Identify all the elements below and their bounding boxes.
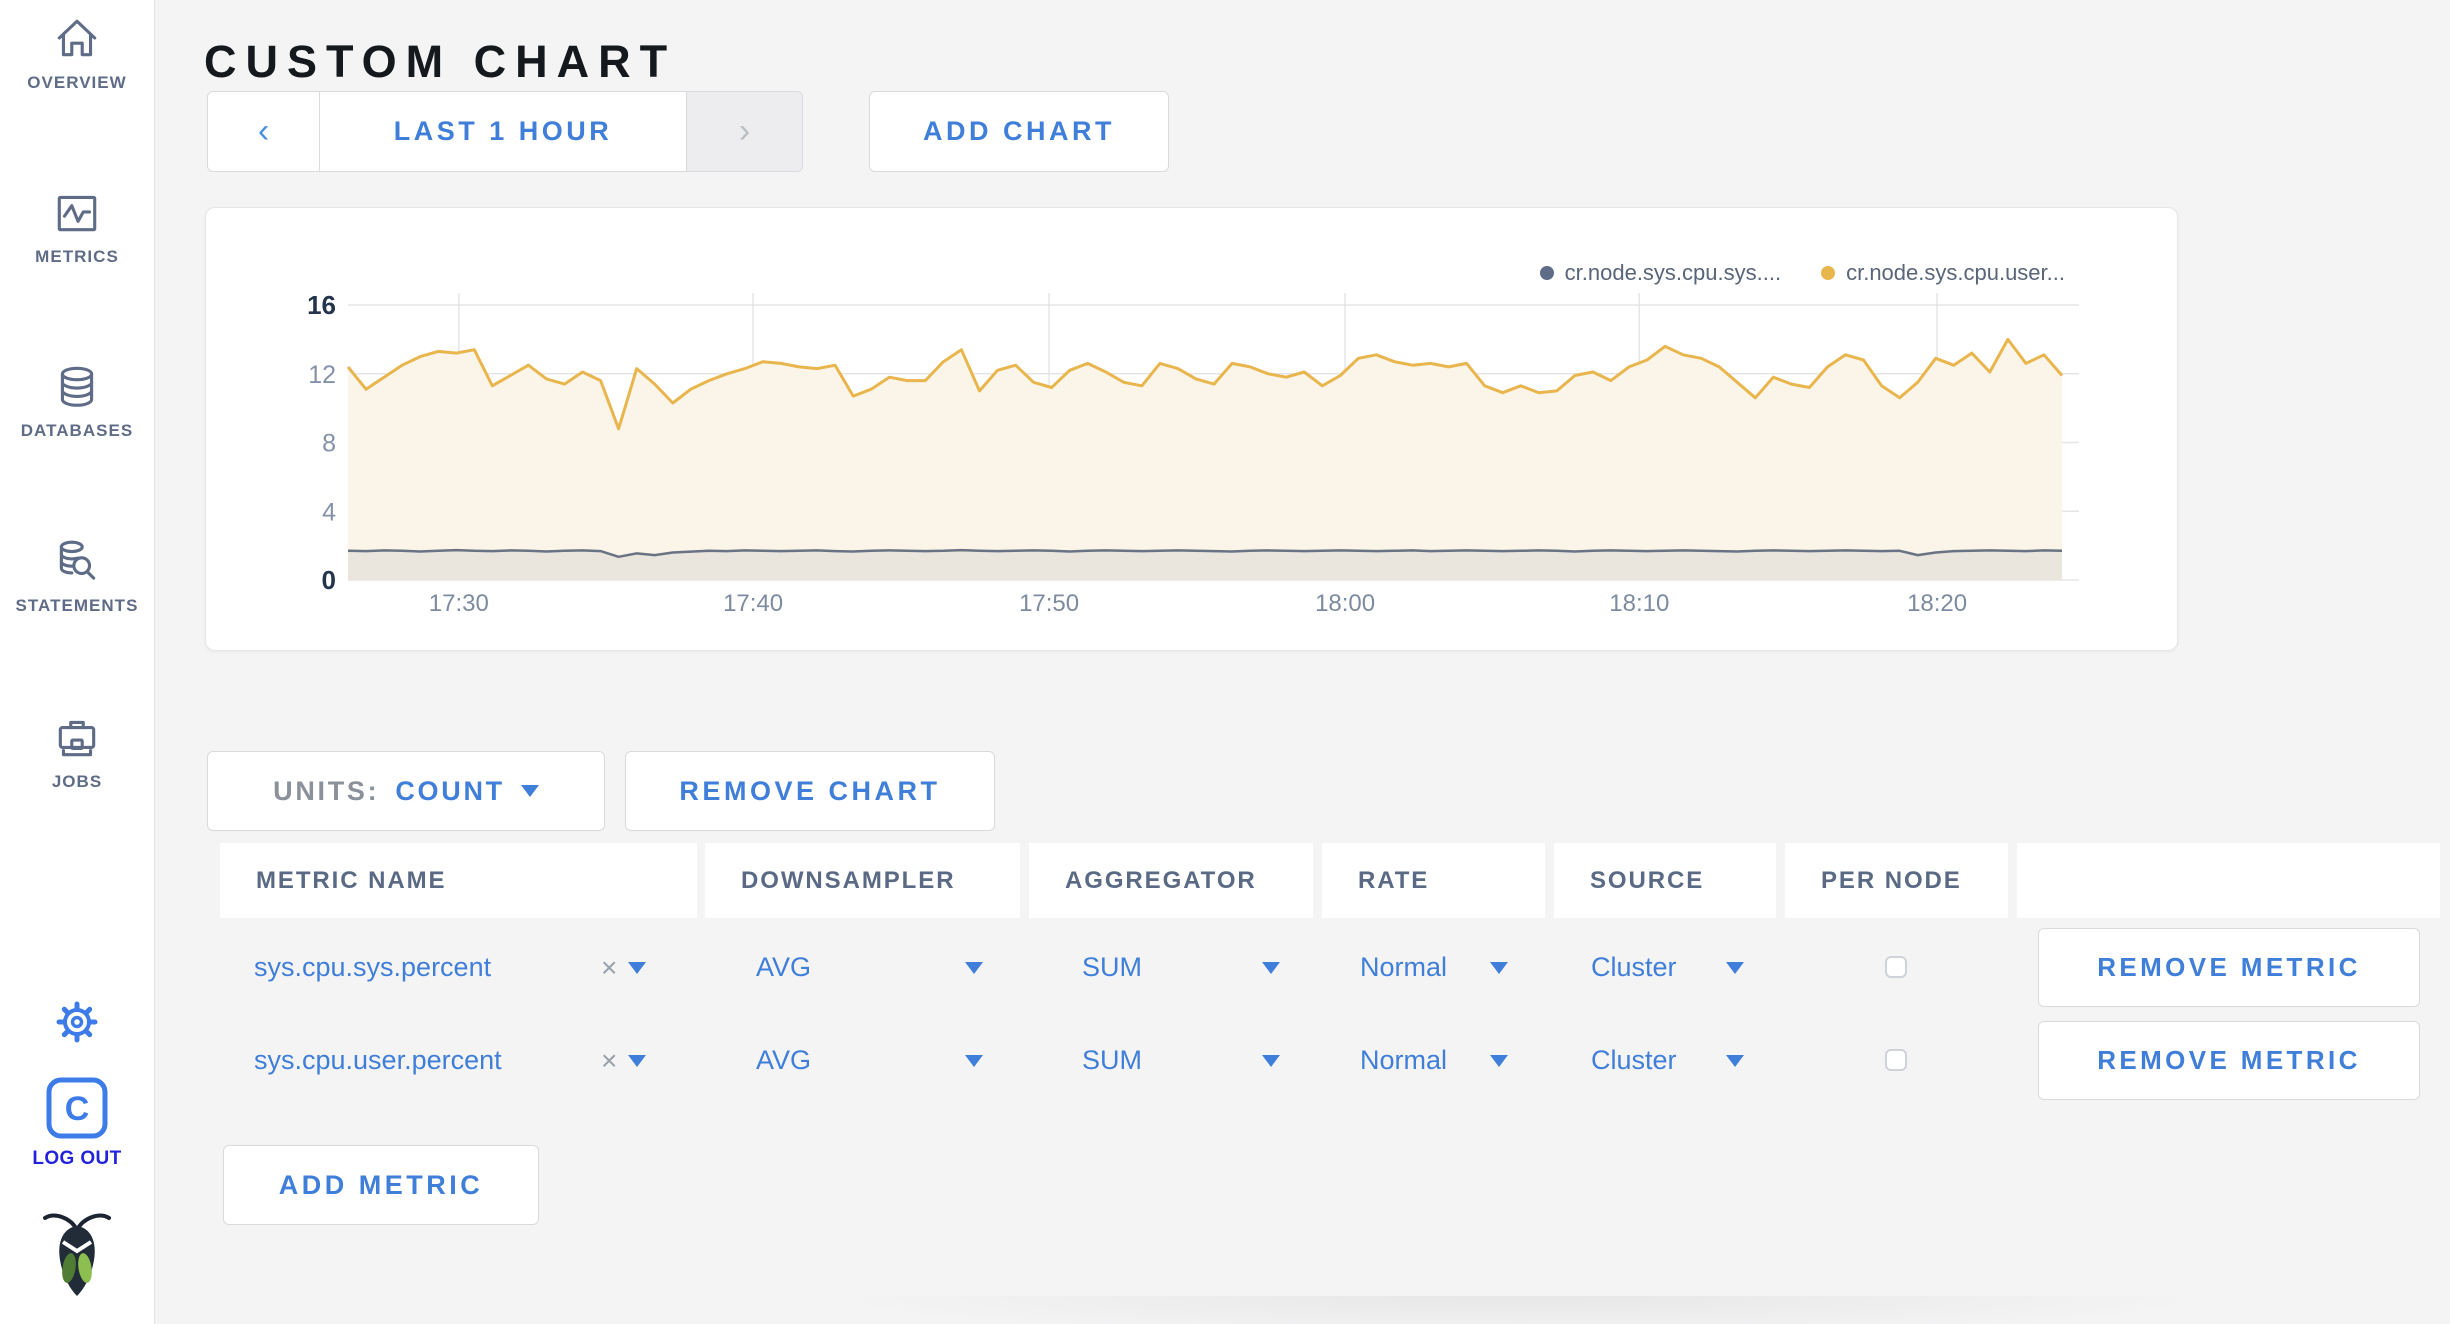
sidebar: OVERVIEW METRICS DATABASES [0,0,155,1324]
sidebar-item-label: STATEMENTS [15,596,139,615]
chevron-down-icon[interactable] [1490,962,1508,974]
col-header-actions [2017,843,2440,918]
table-row: sys.cpu.user.percent × AVG SUM Normal Cl… [220,1021,2440,1100]
col-header-aggregator: AGGREGATOR [1029,843,1313,918]
timeseries-chart: 0 4 8 12 16 17:30 17:40 17:50 18:00 18:10 18:20 [307,290,2079,617]
col-header-source: SOURCE [1554,843,1776,918]
remove-metric-button[interactable]: REMOVE METRIC [2038,928,2420,1007]
clear-metric-icon[interactable]: × [601,952,618,983]
time-range-dropdown[interactable]: LAST 1 HOUR [393,116,613,146]
downsampler-select[interactable]: AVG [756,1045,812,1075]
time-range-next-button[interactable]: › [686,92,802,171]
svg-text:17:40: 17:40 [723,590,783,617]
chevron-left-icon: ‹ [257,112,270,150]
svg-text:17:30: 17:30 [429,590,489,617]
legend-label-sys: cr.node.sys.cpu.sys.... [1564,260,1782,285]
sidebar-item-overview[interactable]: OVERVIEW [0,14,154,93]
col-header-downsampler: DOWNSAMPLER [705,843,1020,918]
sidebar-item-databases[interactable]: DATABASES [0,362,154,441]
units-value: COUNT [395,775,505,806]
chevron-down-icon[interactable] [1490,1055,1508,1067]
cockroachdb-logo [0,1210,154,1302]
next-card-shadow [740,1296,2300,1324]
chevron-down-icon[interactable] [1726,1055,1744,1067]
table-row: sys.cpu.sys.percent × AVG SUM Normal Clu… [220,928,2440,1007]
svg-text:4: 4 [322,498,336,526]
briefcase-icon [52,713,102,763]
chevron-down-icon[interactable] [628,1055,646,1067]
sidebar-item-label: METRICS [35,247,119,266]
sidebar-item-label: JOBS [51,772,103,791]
chevron-down-icon[interactable] [1262,962,1280,974]
aggregator-select[interactable]: SUM [1082,952,1142,982]
legend-dot-sys [1539,266,1554,280]
svg-text:16: 16 [307,290,336,320]
source-select[interactable]: Cluster [1591,1045,1677,1075]
chevron-down-icon[interactable] [965,1055,983,1067]
legend-item-sys[interactable]: cr.node.sys.cpu.sys.... [1539,260,1782,286]
time-range-selector: ‹ LAST 1 HOUR › [207,91,803,172]
chevron-down-icon[interactable] [965,962,983,974]
legend-item-user[interactable]: cr.node.sys.cpu.user... [1821,260,2065,286]
add-chart-button[interactable]: ADD CHART [869,91,1169,172]
metric-name-select[interactable]: sys.cpu.user.percent [254,1045,502,1075]
gear-icon [53,998,101,1046]
time-range-prev-button[interactable]: ‹ [208,92,320,171]
units-dropdown[interactable]: UNITS: COUNT [207,751,605,831]
source-select[interactable]: Cluster [1591,952,1677,982]
per-node-checkbox[interactable] [1885,956,1907,978]
sidebar-item-label: DATABASES [20,421,134,440]
chart-legend: cr.node.sys.cpu.sys.... cr.node.sys.cpu.… [1539,260,2065,286]
svg-text:8: 8 [322,430,336,458]
cockroach-c-icon: C [45,1076,109,1140]
svg-text:18:00: 18:00 [1315,590,1375,617]
svg-text:12: 12 [308,361,336,389]
rate-select[interactable]: Normal [1360,952,1448,982]
settings-button[interactable] [0,998,154,1046]
remove-chart-button[interactable]: REMOVE CHART [625,751,995,831]
svg-text:0: 0 [322,565,336,595]
svg-text:18:20: 18:20 [1907,590,1967,617]
chevron-down-icon[interactable] [1262,1055,1280,1067]
sidebar-item-statements[interactable]: STATEMENTS [0,537,154,616]
legend-dot-user [1821,266,1836,280]
metric-name-select[interactable]: sys.cpu.sys.percent [254,952,492,982]
chevron-down-icon[interactable] [628,962,646,974]
col-header-metric-name: METRIC NAME [220,843,697,918]
legend-label-user: cr.node.sys.cpu.user... [1846,260,2065,285]
clear-metric-icon[interactable]: × [601,1045,618,1076]
add-metric-button[interactable]: ADD METRIC [223,1145,539,1225]
sidebar-item-jobs[interactable]: JOBS [0,713,154,792]
remove-metric-button[interactable]: REMOVE METRIC [2038,1021,2420,1100]
chevron-down-icon [520,785,539,797]
logout-button[interactable]: C LOG OUT [0,1076,154,1170]
chevron-down-icon[interactable] [1726,962,1744,974]
rate-select[interactable]: Normal [1360,1045,1448,1075]
svg-text:17:50: 17:50 [1019,590,1079,617]
cockroach-bug-icon [41,1210,113,1302]
sidebar-item-label: OVERVIEW [27,73,127,92]
col-header-rate: RATE [1322,843,1545,918]
svg-text:18:10: 18:10 [1609,590,1669,617]
home-icon [52,14,102,64]
chart-card: 0 4 8 12 16 17:30 17:40 17:50 18:00 18:10 18:20 cr… [205,207,2178,651]
database-icon [52,362,102,412]
svg-text:C: C [65,1090,90,1128]
downsampler-select[interactable]: AVG [756,952,812,982]
database-search-icon [52,537,102,587]
per-node-checkbox[interactable] [1885,1049,1907,1071]
units-label: UNITS: [273,775,380,806]
aggregator-select[interactable]: SUM [1082,1045,1142,1075]
page-title: CUSTOM CHART [204,36,677,88]
sidebar-item-metrics[interactable]: METRICS [0,188,154,267]
col-header-per-node: PER NODE [1785,843,2008,918]
chevron-right-icon: › [738,112,751,150]
logout-label: LOG OUT [32,1148,122,1169]
metrics-chart-icon [52,188,102,238]
